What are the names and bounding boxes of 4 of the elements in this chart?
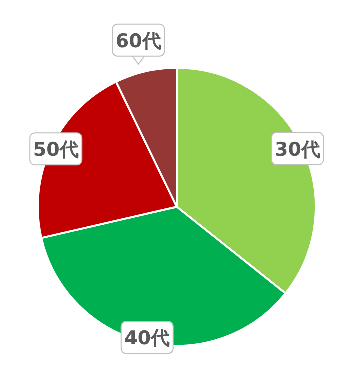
slice-label: 60代 bbox=[116, 30, 162, 52]
slice-label: 40代 bbox=[124, 328, 170, 350]
slice-label: 30代 bbox=[274, 138, 320, 161]
slice-label: 50代 bbox=[33, 139, 79, 162]
